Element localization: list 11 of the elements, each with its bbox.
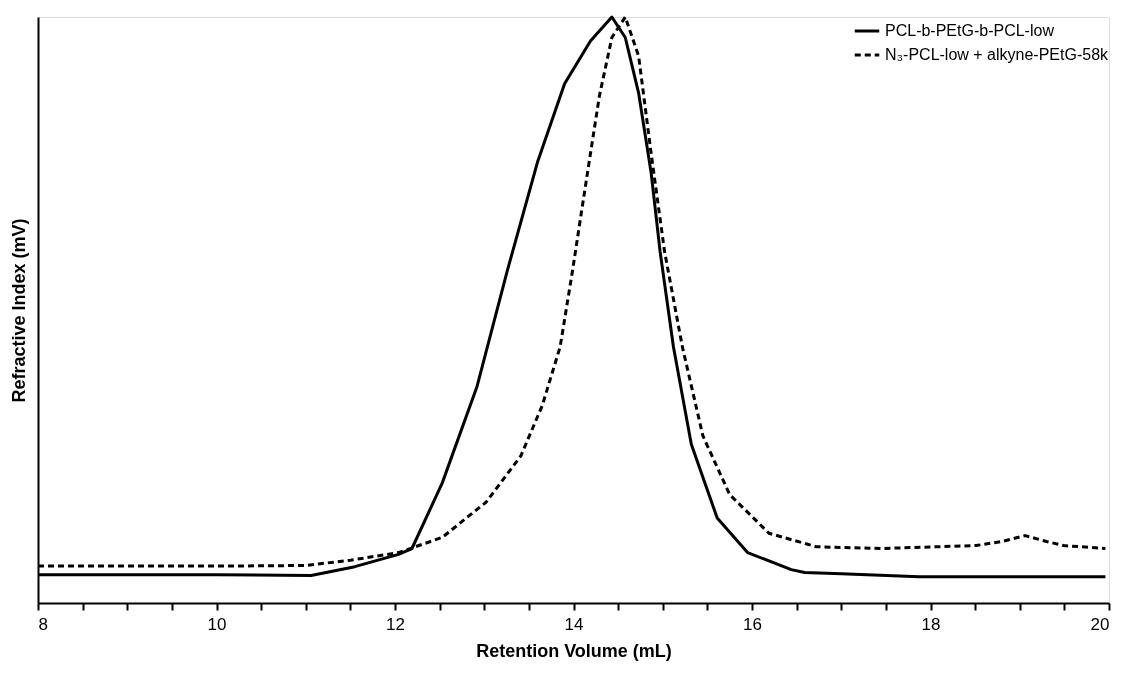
- x-tick-label: 12: [386, 614, 405, 634]
- x-tick-label: 20: [1090, 614, 1110, 634]
- x-axis-title: Retention Volume (mL): [476, 640, 672, 661]
- y-axis-title: Refractive Index (mV): [8, 218, 29, 403]
- x-tick-label: 8: [38, 614, 48, 634]
- legend-label: PCL-b-PEtG-b-PCL-low: [885, 22, 1055, 39]
- x-tick-label: 16: [743, 614, 762, 634]
- x-tick-label: 10: [207, 614, 227, 634]
- x-tick-label: 14: [564, 614, 584, 634]
- x-tick-label: 18: [921, 614, 941, 634]
- legend-label: N₃-PCL-low + alkyne-PEtG-58k: [885, 46, 1110, 63]
